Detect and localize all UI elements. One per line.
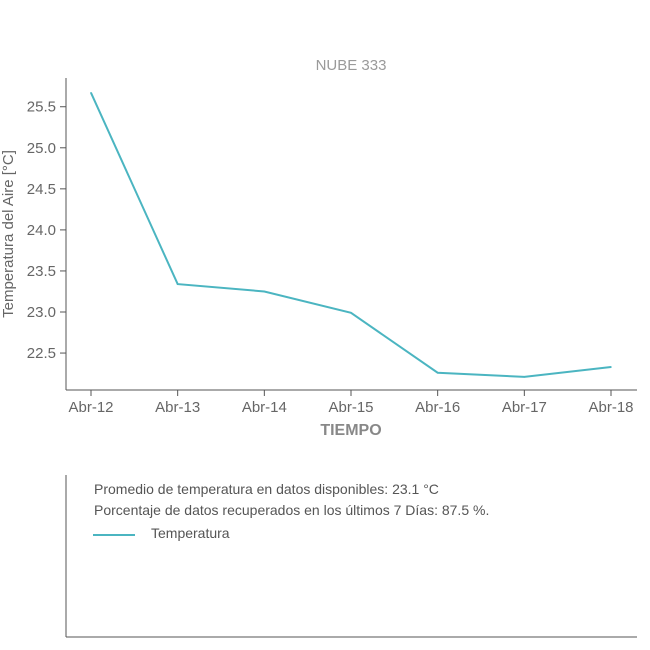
legend-label-temperatura: Temperatura <box>151 525 230 541</box>
data-recovery-percentage-text: Porcentaje de datos recuperados en los ú… <box>94 502 489 518</box>
average-temperature-text: Promedio de temperatura en datos disponi… <box>94 481 439 497</box>
x-tick-label: Abr-17 <box>502 399 547 416</box>
x-tick-label: Abr-14 <box>242 399 287 416</box>
x-tick-label: Abr-16 <box>415 399 460 416</box>
x-axis-label: TIEMPO <box>320 422 381 439</box>
y-tick-label: 24.5 <box>27 181 56 198</box>
data-point <box>610 366 612 368</box>
x-tick-label: Abr-13 <box>155 399 200 416</box>
data-point <box>176 283 179 285</box>
data-point <box>436 371 439 374</box>
x-axis-ticks: Abr-12 Abr-13 Abr-14 Abr-15 Abr-16 Abr-17 Abr-… <box>68 390 634 416</box>
y-tick-label: 22.5 <box>27 345 56 362</box>
y-tick-label: 23.5 <box>27 263 56 280</box>
y-tick-label: 24.0 <box>27 222 56 239</box>
chart-title: NUBE 333 <box>316 57 387 74</box>
y-axis-label: Temperatura del Aire [°C] <box>0 150 17 318</box>
y-axis-ticks: 22.5 23.0 23.5 24.0 24.5 25.0 25.5 <box>27 99 66 362</box>
y-tick-label: 23.0 <box>27 304 56 321</box>
series-group <box>90 91 612 378</box>
x-tick-label: Abr-12 <box>68 399 113 416</box>
y-tick-label: 25.0 <box>27 140 56 157</box>
y-tick-label: 25.5 <box>27 99 56 116</box>
series-line-temperatura <box>90 92 612 378</box>
data-point <box>90 91 92 94</box>
x-tick-label: Abr-18 <box>588 399 633 416</box>
data-point <box>263 290 266 293</box>
x-tick-label: Abr-15 <box>328 399 373 416</box>
data-point <box>350 312 352 314</box>
data-point <box>523 376 526 378</box>
